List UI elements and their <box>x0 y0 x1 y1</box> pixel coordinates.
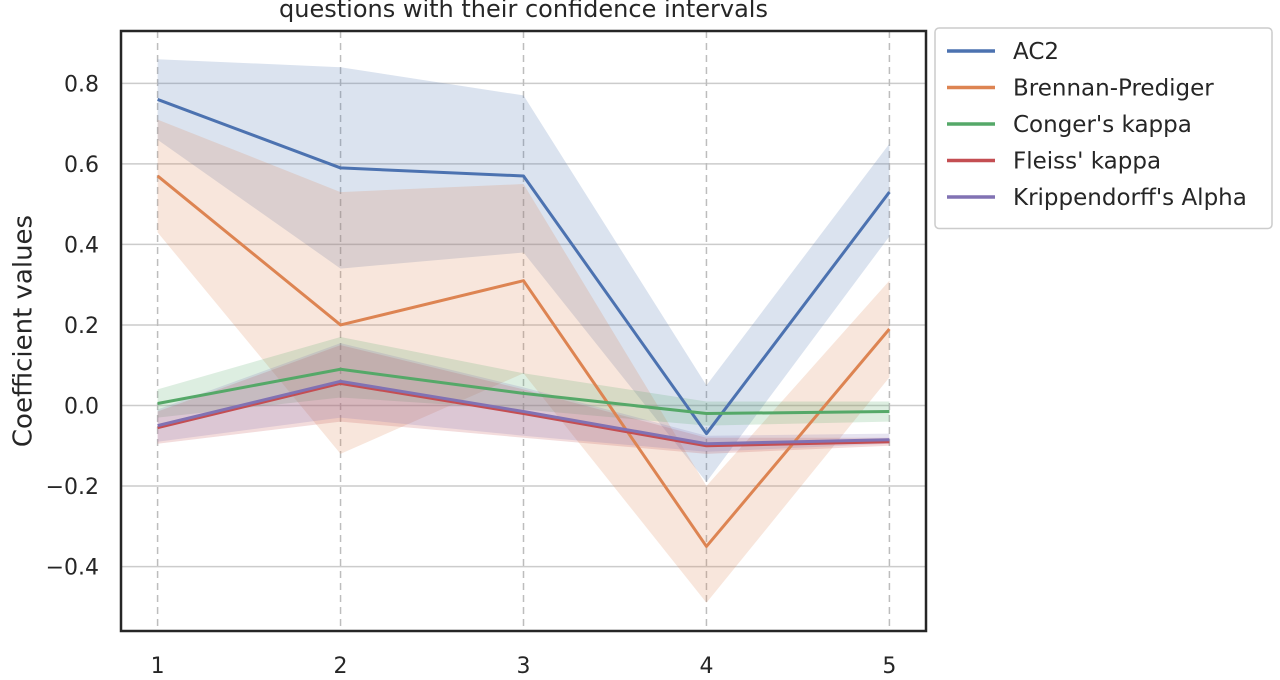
x-tick-label: 2 <box>334 654 348 679</box>
confidence-band-ac2 <box>157 59 890 483</box>
x-tick-label: 3 <box>517 654 531 679</box>
legend-label-krippendorff-s-alpha: Krippendorff's Alpha <box>1013 185 1247 211</box>
series-line-krippendorff-s-alpha <box>157 379 890 446</box>
y-tick-label: 0.2 <box>64 314 99 339</box>
x-tick-label: 1 <box>151 654 165 679</box>
x-tick-label: 5 <box>882 654 896 679</box>
series-line-fleiss-kappa <box>157 381 890 448</box>
series-lines <box>156 98 891 548</box>
legend-label-ac2: AC2 <box>1013 39 1059 65</box>
y-tick-label: 0.4 <box>64 233 99 258</box>
legend-box <box>934 27 1273 230</box>
x-tick-label: 4 <box>699 654 713 679</box>
y-tick-label: −0.4 <box>46 556 99 581</box>
series-line-brennan-prediger <box>156 174 891 548</box>
series-line-conger-s-kappa <box>157 367 890 416</box>
y-tick-label: 0.8 <box>64 72 99 97</box>
confidence-band-fleiss-kappa <box>157 345 890 454</box>
y-tick-label: −0.2 <box>46 475 99 500</box>
legend-label-fleiss-kappa: Fleiss' kappa <box>1013 149 1161 175</box>
series-line-ac2 <box>157 98 891 436</box>
y-axis-label: Coefficient values <box>9 215 39 447</box>
chart-title: questions with their confidence interval… <box>279 0 768 23</box>
tick-labels: 0.8 0.6 0.4 0.2 0.0 −0.2 −0.4 1 2 3 4 5 <box>46 72 897 679</box>
legend-label-conger-s-kappa: Conger's kappa <box>1013 112 1192 138</box>
y-tick-label: 0.0 <box>64 394 99 419</box>
plot-frame <box>119 29 928 633</box>
legend: AC2 Brennan-Prediger Conger's kappa Fleiss'… <box>934 27 1273 230</box>
confidence-band-conger-s-kappa <box>157 337 890 426</box>
confidence-band-brennan-prediger <box>157 119 890 603</box>
legend-label-brennan-prediger: Brennan-Prediger <box>1013 76 1214 102</box>
y-tick-label: 0.6 <box>64 153 99 178</box>
